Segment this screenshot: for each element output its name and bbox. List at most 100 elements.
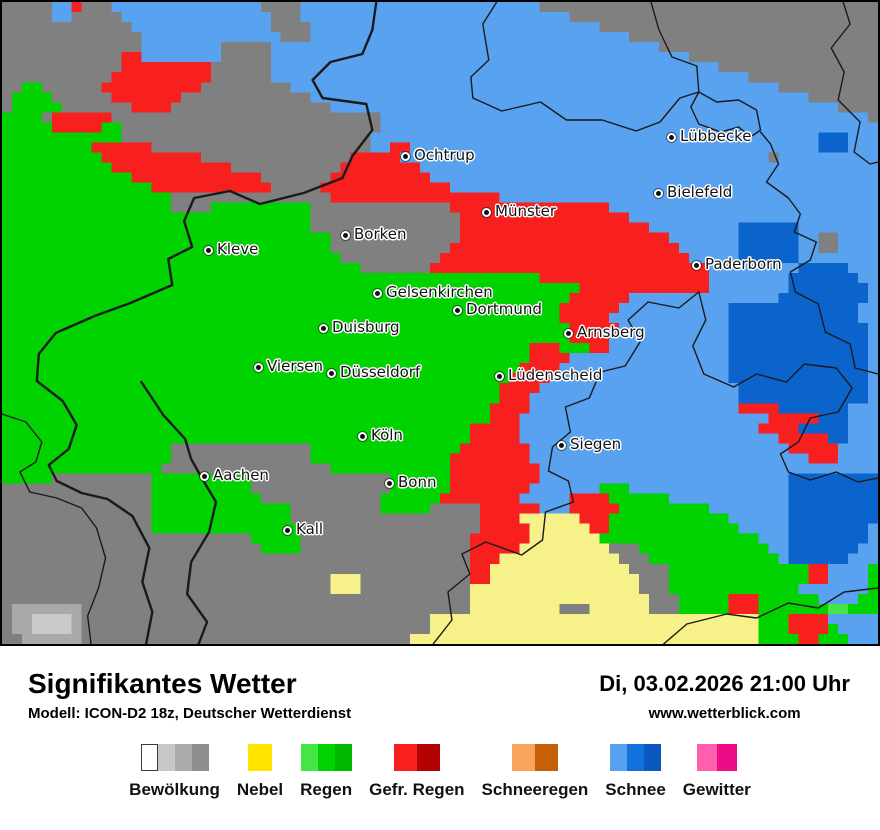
weather-cell-run bbox=[340, 252, 441, 264]
city-dot-icon bbox=[253, 362, 263, 372]
weather-cell-run bbox=[639, 543, 769, 555]
legend-swatch-row bbox=[511, 744, 558, 771]
weather-cell-run bbox=[131, 172, 262, 184]
weather-raster-svg bbox=[2, 2, 878, 644]
weather-cell-run bbox=[350, 152, 401, 163]
weather-cell-run bbox=[2, 543, 262, 555]
weather-cell-run bbox=[11, 603, 83, 615]
weather-cell-run bbox=[430, 623, 760, 635]
weather-cell-run bbox=[798, 262, 849, 274]
weather-cell-run bbox=[519, 363, 560, 374]
weather-cell-run bbox=[519, 513, 580, 525]
weather-cell-run bbox=[858, 543, 878, 555]
weather-cell-run bbox=[549, 373, 730, 384]
weather-cell-run bbox=[2, 42, 142, 53]
weather-cell-run bbox=[2, 132, 122, 143]
weather-cell-run bbox=[2, 152, 103, 163]
weather-cell-run bbox=[360, 262, 431, 274]
weather-cell-run bbox=[2, 102, 13, 113]
weather-cell-run bbox=[71, 613, 83, 625]
weather-cell-run bbox=[300, 12, 570, 23]
weather-cell-run bbox=[589, 343, 610, 354]
weather-cell-run bbox=[469, 573, 491, 585]
weather-cell-run bbox=[2, 413, 491, 424]
weather-cell-run bbox=[320, 182, 451, 194]
legend-item: Gefr. Regen bbox=[369, 744, 465, 800]
city-dot-icon bbox=[666, 132, 676, 142]
weather-cell-run bbox=[479, 513, 521, 525]
weather-cell-run bbox=[788, 493, 878, 505]
weather-cell-run bbox=[449, 483, 531, 495]
weather-cell-run bbox=[569, 493, 610, 505]
weather-cell-run bbox=[111, 162, 232, 174]
legend-swatch-row bbox=[610, 744, 662, 771]
weather-cell-run bbox=[2, 162, 112, 174]
weather-cell-run bbox=[848, 132, 878, 143]
weather-cell-run bbox=[818, 232, 839, 244]
map-borders-svg bbox=[2, 2, 878, 644]
weather-cell-run bbox=[91, 142, 152, 153]
weather-cell-run bbox=[310, 92, 809, 103]
weather-cell-run bbox=[310, 202, 451, 214]
weather-cell-run bbox=[678, 593, 730, 605]
weather-cell-run bbox=[539, 272, 710, 284]
weather-cell-run bbox=[270, 52, 690, 63]
weather-cell-run bbox=[131, 102, 172, 113]
weather-cell-run bbox=[808, 453, 839, 464]
weather-cell-run bbox=[300, 2, 541, 13]
city-dot-icon bbox=[372, 288, 382, 298]
weather-cell-run bbox=[479, 523, 531, 535]
weather-cell-run bbox=[808, 92, 878, 103]
weather-cell-run bbox=[469, 603, 560, 615]
weather-cell-run bbox=[529, 403, 740, 414]
weather-cell-run bbox=[2, 22, 132, 33]
weather-cell-run bbox=[668, 493, 789, 505]
weather-cell-run bbox=[171, 102, 331, 113]
weather-cell-run bbox=[2, 52, 122, 63]
weather-cell-run bbox=[410, 633, 760, 644]
weather-cell-run bbox=[838, 623, 878, 635]
weather-cell-run bbox=[499, 393, 531, 404]
legend-color-swatch bbox=[511, 744, 535, 771]
weather-cell-run bbox=[410, 142, 819, 153]
weather-cell-run bbox=[758, 633, 799, 644]
weather-cell-run bbox=[589, 603, 650, 615]
weather-cell-run bbox=[788, 543, 859, 555]
weather-cell-run bbox=[678, 242, 740, 254]
weather-cell-run bbox=[629, 32, 878, 43]
weather-cell-run bbox=[81, 603, 471, 615]
weather-cell-run bbox=[31, 613, 73, 625]
legend-color-swatch bbox=[610, 744, 628, 771]
weather-cell-run bbox=[2, 423, 471, 434]
weather-cell-run bbox=[11, 102, 63, 113]
weather-cell-run bbox=[838, 242, 878, 254]
weather-legend: Bewölkung Nebel Regen Gefr. Regen Schneerege… bbox=[0, 744, 880, 800]
weather-cell-run bbox=[2, 573, 331, 585]
weather-cell-run bbox=[489, 573, 640, 585]
weather-cell-run bbox=[2, 323, 570, 334]
weather-cell-run bbox=[848, 553, 878, 565]
weather-cell-run bbox=[838, 232, 878, 244]
city-dot-icon bbox=[199, 471, 209, 481]
city-dot-icon bbox=[481, 207, 491, 217]
legend-color-swatch bbox=[247, 744, 272, 771]
weather-cell-run bbox=[11, 92, 53, 103]
weather-cell-run bbox=[300, 543, 471, 555]
weather-cell-run bbox=[360, 583, 471, 595]
weather-cell-run bbox=[2, 72, 112, 83]
weather-cell-run bbox=[649, 222, 740, 234]
legend-color-swatch bbox=[644, 744, 662, 771]
weather-cell-run bbox=[2, 633, 23, 644]
weather-cell-run bbox=[579, 513, 610, 525]
weather-cell-run bbox=[2, 523, 152, 535]
weather-cell-run bbox=[479, 503, 541, 515]
weather-cell-run bbox=[51, 112, 112, 123]
weather-cell-run bbox=[778, 82, 878, 93]
weather-cell-run bbox=[2, 583, 331, 595]
weather-cell-run bbox=[101, 122, 122, 133]
city-label: Köln bbox=[371, 426, 403, 444]
weather-cell-run bbox=[290, 503, 381, 515]
weather-cell-run bbox=[141, 32, 282, 43]
weather-cell-run bbox=[569, 12, 878, 23]
weather-cell-run bbox=[2, 403, 491, 414]
